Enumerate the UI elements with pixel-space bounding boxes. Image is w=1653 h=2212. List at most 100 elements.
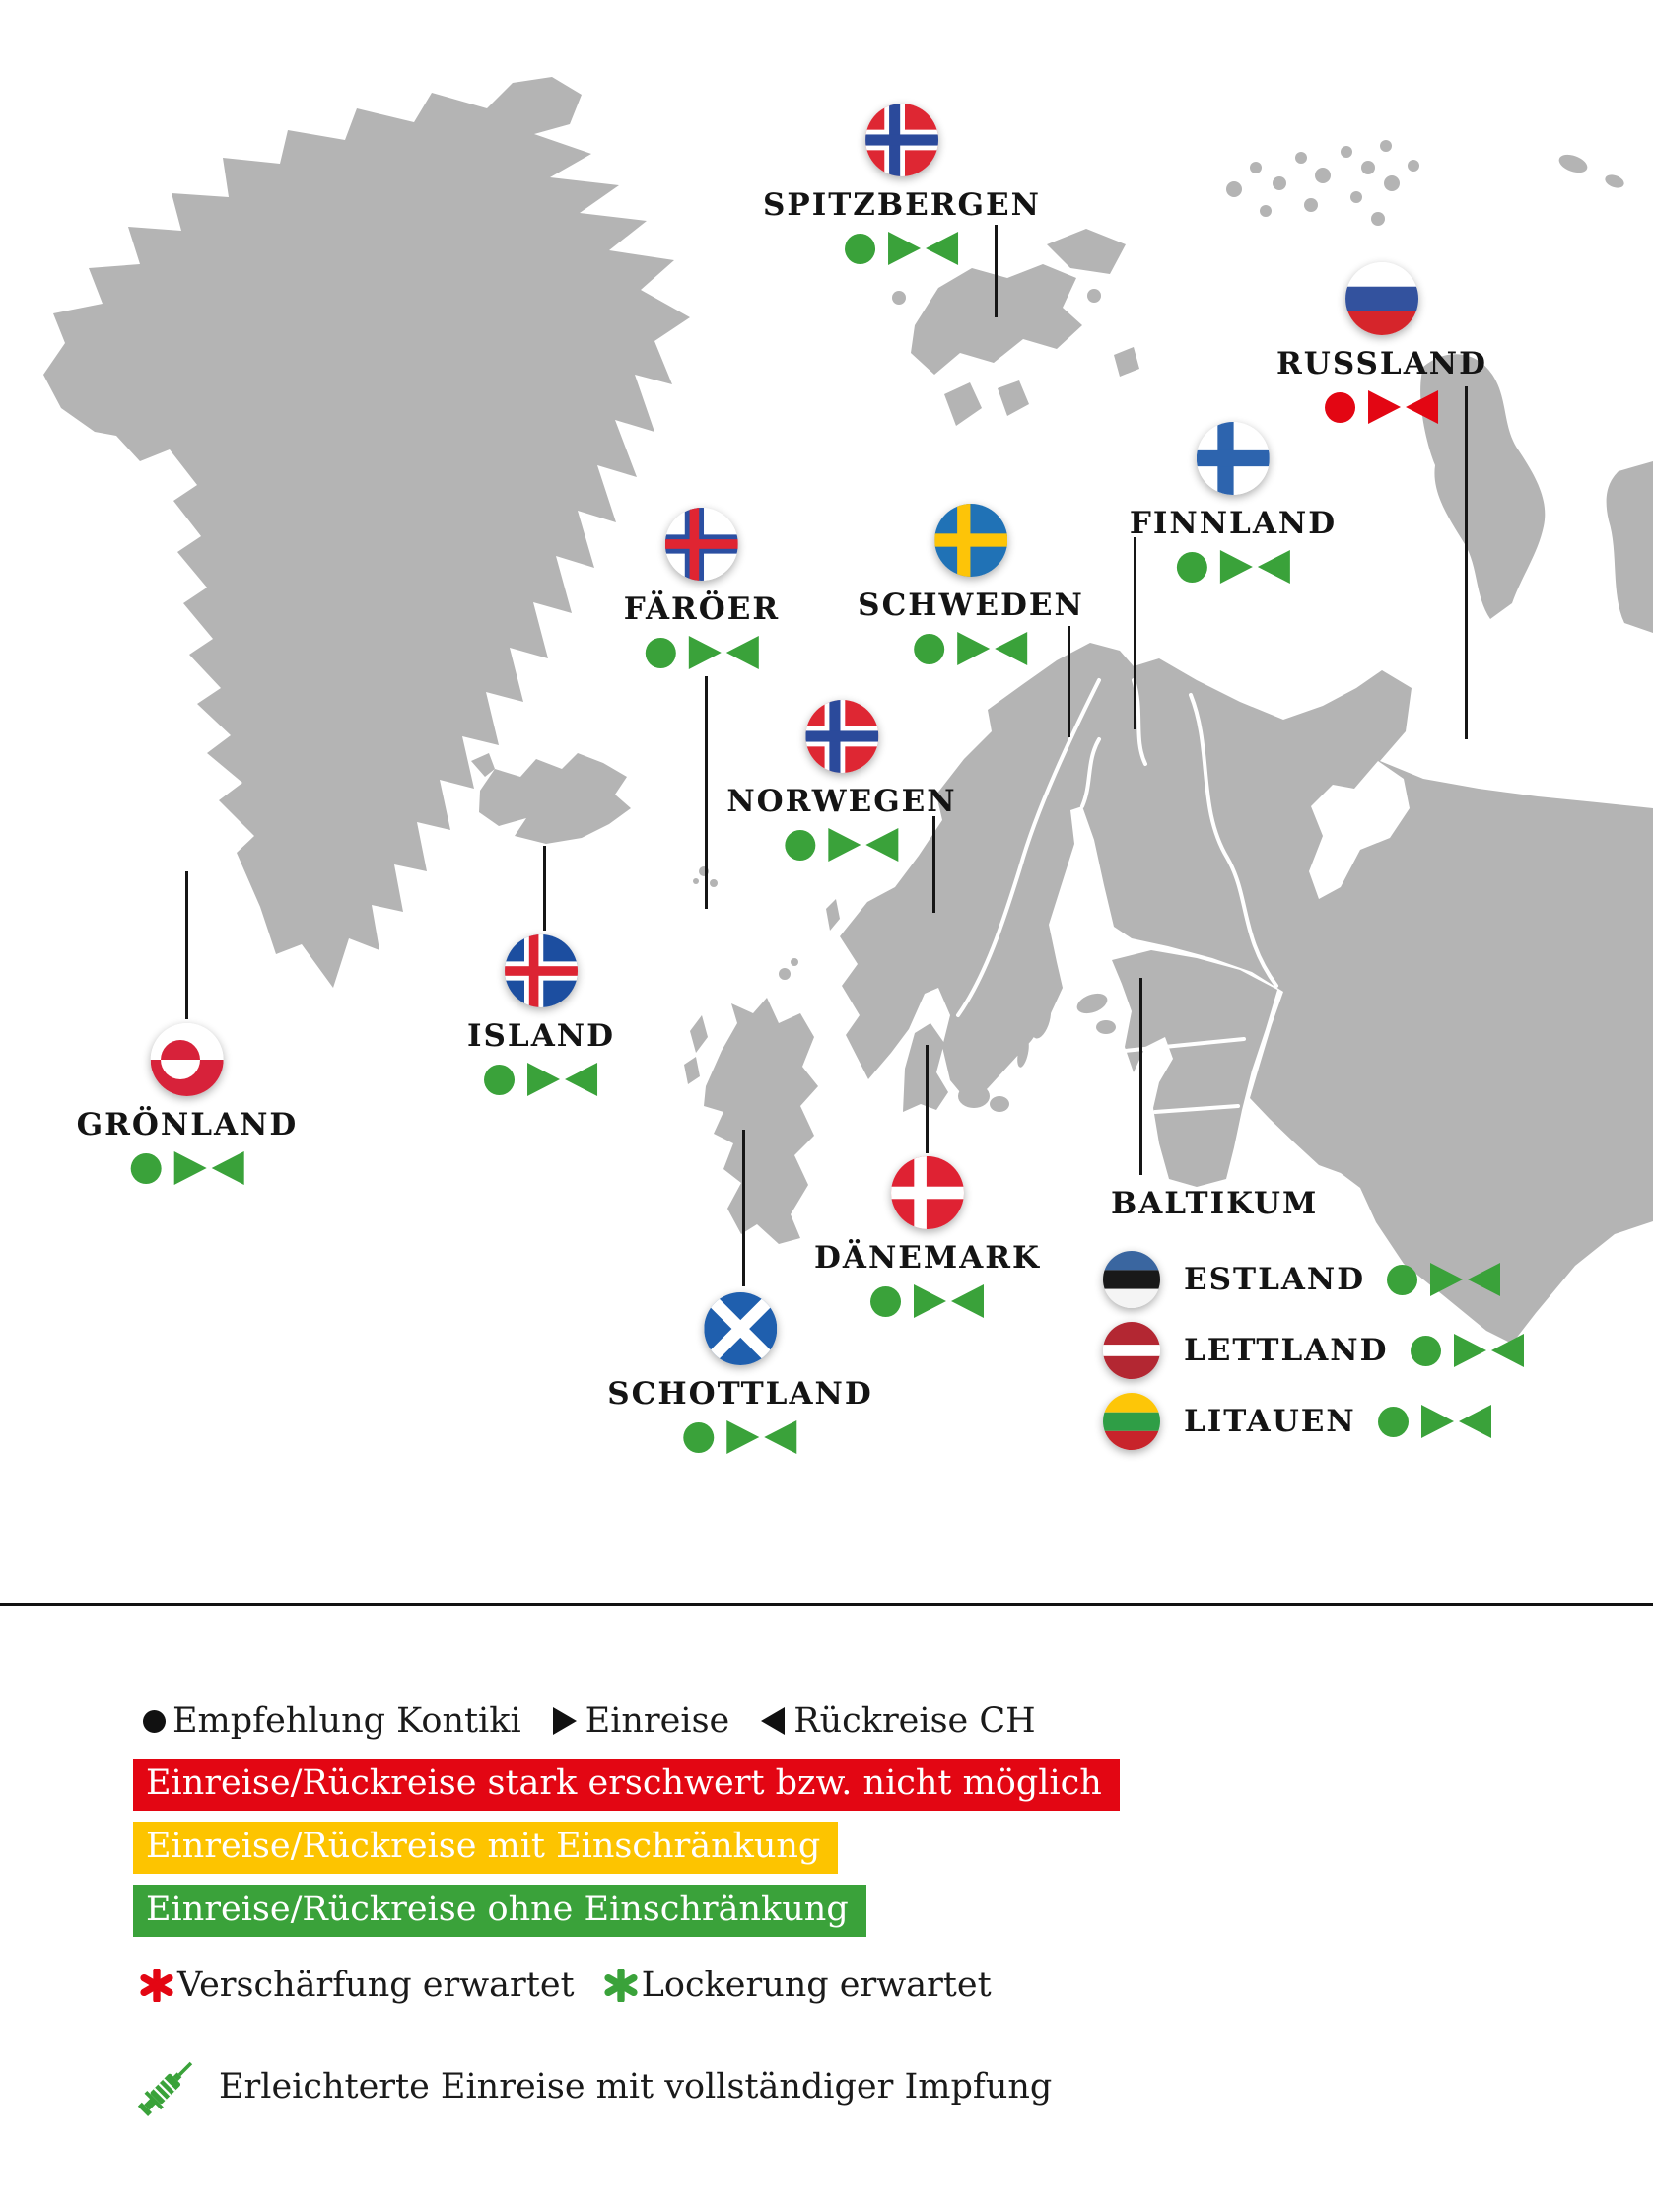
country-label: SPITZBERGEN [763,187,1041,223]
country-label: GRÖNLAND [76,1107,299,1142]
status-einreise-triangle-right [1430,1263,1464,1296]
island-hiiumaa [1096,1020,1116,1034]
legend-bars: Einreise/Rückreise stark erschwert bzw. … [133,1759,1120,1948]
flag-russia-icon [1345,262,1418,335]
country-label: NORWEGEN [726,784,957,819]
status-empfehlung-circle [1387,1264,1418,1295]
legend-bar-green: Einreise/Rückreise ohne Einschränkung [133,1885,866,1937]
status-empfehlung-circle [914,633,945,664]
flag-norway-icon [805,700,878,773]
country-group-schottland: SCHOTTLAND [607,1292,872,1454]
legend-key-label: Rückreise CH [793,1701,1036,1741]
status-einreise-triangle-right [688,636,722,669]
expectation-verschaerfung: Verschärfung erwartet [140,1966,575,2005]
landmass-baltics [1112,950,1277,1187]
status-einreise-triangle-right [1368,390,1402,424]
status-empfehlung-circle [130,1152,162,1184]
country-group-finnland: FINNLAND [1130,422,1337,584]
landmass-greenland [43,77,690,988]
status-rueckreise-triangle-left [1458,1405,1491,1438]
legend-key-label: Einreise [585,1701,730,1741]
baltic-row-litauen: LITAUEN [1103,1393,1524,1450]
status-empfehlung-circle [484,1064,516,1095]
landmass-svalbard [892,229,1139,426]
flag-finland-icon [1197,422,1270,495]
status-row [845,232,959,265]
white-sea [1309,761,1410,899]
expectation-label: Lockerung erwartet [641,1966,992,2005]
connector-line [1465,386,1468,739]
country-group-island: ISLAND [467,934,615,1096]
connector-line [995,225,998,317]
flag-denmark-icon [890,1156,964,1229]
country-label: FINNLAND [1129,506,1338,541]
landmass-franz-josef-land [1226,140,1624,226]
asterisk-icon [604,1969,638,2002]
status-einreise-triangle-right [957,632,991,665]
connector-line [742,1130,745,1286]
flag-greenland-icon [151,1023,224,1096]
circle-icon [143,1709,166,1733]
flag-lithuania-icon [1103,1393,1160,1450]
status-empfehlung-circle [1176,551,1207,583]
status-einreise-triangle-right [726,1420,760,1454]
status-empfehlung-circle [785,829,816,861]
landmass-scandinavia-russia [840,643,1653,1344]
status-row [870,1284,985,1318]
country-label: SCHWEDEN [858,588,1084,623]
asterisk-icon [140,1969,173,2002]
status-row [914,632,1028,665]
country-group-groenland: GRÖNLAND [77,1023,299,1185]
status-einreise-triangle-right [888,232,922,265]
status-row [1377,1405,1491,1438]
status-empfehlung-circle [1410,1335,1441,1366]
status-einreise-triangle-right [527,1063,561,1096]
landmass-scotland [684,899,840,1244]
country-group-spitzbergen: SPITZBERGEN [763,104,1041,265]
status-rueckreise-triangle-left [211,1151,244,1185]
status-rueckreise-triangle-left [926,232,959,265]
legend-bar-red: Einreise/Rückreise stark erschwert bzw. … [133,1759,1120,1811]
status-row [1387,1263,1501,1296]
legend-expectations: Verschärfung erwartet Lockerung erwartet [140,1966,1021,2005]
connector-line [705,676,708,909]
status-row [484,1063,598,1096]
flag-latvia-icon [1103,1322,1160,1379]
legend-vaccination: Erleichterte Einreise mit vollständiger … [128,2048,1052,2125]
legend-bar-yellow: Einreise/Rückreise mit Einschränkung [133,1822,839,1874]
legend-key: Empfehlung Kontiki Einreise Rückreise CH [143,1701,1036,1741]
map-canvas [43,77,1653,1344]
country-group-norwegen: NORWEGEN [726,700,956,862]
legend-key-empfehlung: Empfehlung Kontiki [143,1701,521,1741]
country-group-faeroeer: FÄRÖER [624,508,780,669]
landmass-iceland [471,753,631,844]
status-rueckreise-triangle-left [951,1284,985,1318]
status-einreise-triangle-right [828,828,861,862]
flag-iceland-icon [505,934,578,1007]
status-row [683,1420,797,1454]
status-row [1325,390,1439,424]
country-borders [956,678,1278,1114]
status-rueckreise-triangle-left [1257,550,1290,584]
connector-line [932,816,935,913]
country-label: RUSSLAND [1276,346,1487,381]
status-rueckreise-triangle-left [725,636,759,669]
connector-line [185,871,188,1019]
status-rueckreise-triangle-left [1406,390,1439,424]
status-empfehlung-circle [1325,391,1356,423]
status-einreise-triangle-right [173,1151,207,1185]
syringe-icon [137,2061,193,2116]
country-group-daenemark: DÄNEMARK [814,1156,1041,1318]
country-label: SCHOTTLAND [607,1376,873,1412]
status-empfehlung-circle [845,233,876,264]
legend-key-rueckreise: Rückreise CH [761,1701,1036,1741]
baltic-row-estland: ESTLAND [1103,1251,1524,1308]
status-row [1176,550,1290,584]
status-row [1410,1334,1524,1367]
status-rueckreise-triangle-left [865,828,899,862]
flag-faroe-icon [665,508,738,581]
flag-estonia-icon [1103,1251,1160,1308]
status-empfehlung-circle [1377,1406,1409,1437]
country-group-schweden: SCHWEDEN [858,504,1084,665]
